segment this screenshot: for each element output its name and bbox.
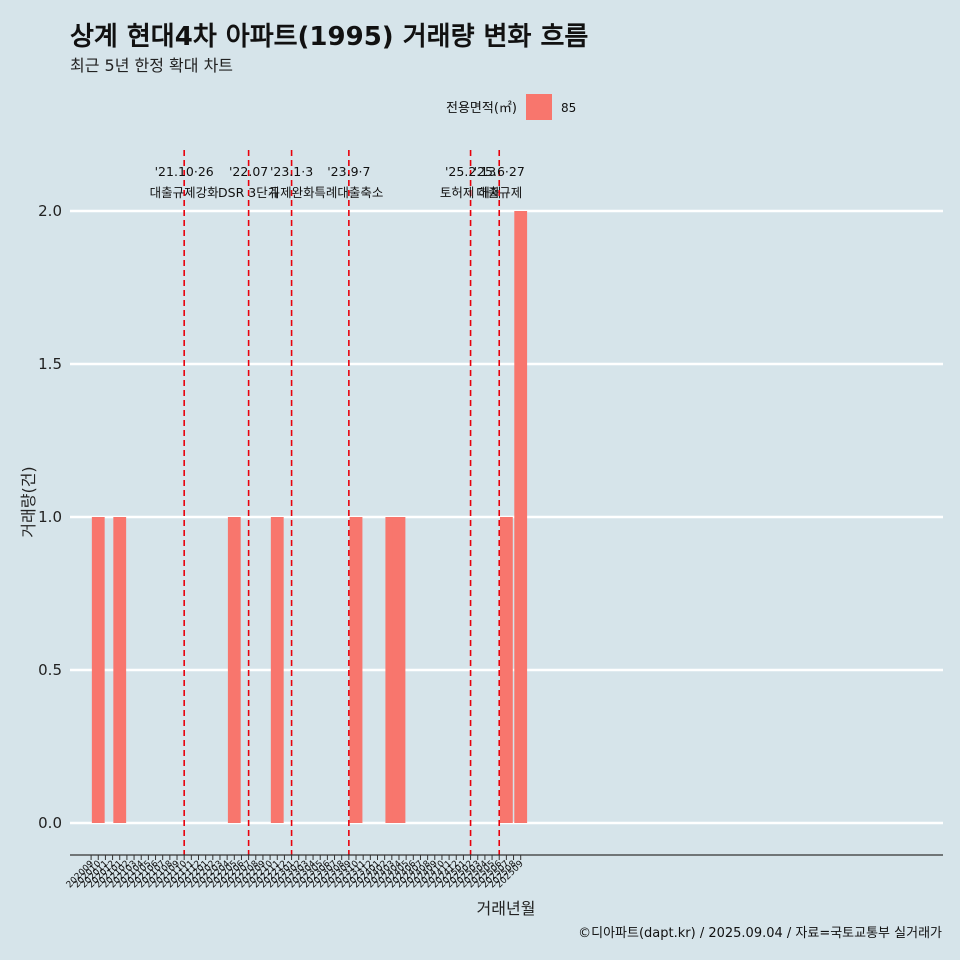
event-label: 대출규제 bbox=[476, 185, 522, 200]
bar bbox=[514, 211, 528, 823]
event-date: '23.9·7 bbox=[327, 164, 370, 179]
event-label: 특례대출축소 bbox=[314, 185, 383, 200]
y-tick-label: 1.0 bbox=[38, 508, 62, 526]
chart-title: 상계 현대4차 아파트(1995) 거래량 변화 흐름 bbox=[70, 22, 589, 52]
bar bbox=[227, 517, 241, 823]
y-tick-label: 1.5 bbox=[38, 355, 62, 373]
bar bbox=[91, 517, 105, 823]
event-label: 대출규제강화 bbox=[150, 185, 220, 200]
bar bbox=[499, 517, 513, 823]
y-tick-label: 0.5 bbox=[38, 661, 62, 679]
event-label: DSR 3단계 bbox=[218, 185, 279, 200]
legend-swatch-85 bbox=[526, 94, 552, 120]
legend: 전용면적(㎡) 85 bbox=[446, 94, 576, 120]
event-date: '25.2.13 bbox=[445, 164, 496, 179]
bar bbox=[392, 517, 406, 823]
bar bbox=[349, 517, 363, 823]
y-tick-label: 0.0 bbox=[38, 814, 62, 832]
event-date: '23.1·3 bbox=[270, 164, 313, 179]
y-tick-label: 2.0 bbox=[38, 202, 62, 220]
source-caption: ©디아파트(dapt.kr) / 2025.09.04 / 자료=국토교통부 실… bbox=[578, 926, 942, 941]
x-axis-label: 거래년월 bbox=[477, 899, 536, 918]
y-axis-label: 거래량(건) bbox=[19, 466, 38, 537]
bar bbox=[270, 517, 284, 823]
event-date: '21.10·26 bbox=[155, 164, 214, 179]
event-label: 토허제 해제 bbox=[440, 185, 501, 200]
chart-subtitle: 최근 5년 한정 확대 차트 bbox=[70, 56, 234, 75]
event-label: 규제완화 bbox=[269, 185, 316, 200]
event-date: '25.6·27 bbox=[474, 164, 525, 179]
legend-title: 전용면적(㎡) bbox=[446, 101, 517, 116]
event-date: '22.07 bbox=[229, 164, 268, 179]
bar bbox=[113, 517, 127, 823]
legend-entry-85: 85 bbox=[561, 101, 576, 115]
